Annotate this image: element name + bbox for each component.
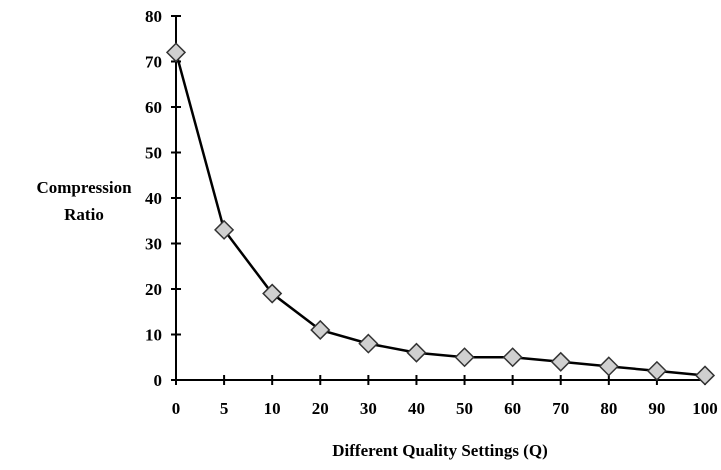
data-point-marker xyxy=(165,42,187,63)
y-tick-label: 0 xyxy=(154,371,163,390)
y-axis-title-line-1: Compression xyxy=(36,178,132,197)
data-point-marker xyxy=(646,360,667,381)
y-axis-title-line-2: Ratio xyxy=(64,205,104,224)
data-point-marker xyxy=(262,283,283,304)
x-tick-label: 90 xyxy=(648,399,665,418)
x-tick-label: 20 xyxy=(312,399,329,418)
data-point-marker xyxy=(598,356,619,377)
data-point-marker xyxy=(502,347,523,368)
data-point-marker xyxy=(310,319,331,341)
y-tick-label: 70 xyxy=(145,53,162,72)
x-tick-label: 40 xyxy=(408,399,425,418)
y-tick-label: 50 xyxy=(145,144,162,163)
data-point-marker xyxy=(406,342,427,363)
series-line xyxy=(174,52,706,377)
y-tick-label: 10 xyxy=(145,326,162,345)
data-point-marker xyxy=(454,347,475,368)
x-tick-label: 100 xyxy=(692,399,718,418)
x-tick-label: 10 xyxy=(264,399,281,418)
x-tick-label: 80 xyxy=(600,399,617,418)
data-point-marker xyxy=(694,365,716,386)
y-tick-label: 40 xyxy=(145,189,162,208)
y-tick-label: 60 xyxy=(145,98,162,117)
y-tick-label: 20 xyxy=(145,280,162,299)
x-tick-label: 5 xyxy=(220,399,229,418)
x-tick-label: 70 xyxy=(552,399,569,418)
x-tick-label: 60 xyxy=(504,399,521,418)
y-tick-label: 30 xyxy=(145,235,162,254)
data-point-marker xyxy=(358,333,379,354)
x-tick-label: 30 xyxy=(360,399,377,418)
data-point-marker xyxy=(214,219,235,240)
y-tick-label: 80 xyxy=(145,7,162,26)
x-axis-title: Different Quality Settings (Q) xyxy=(332,441,547,460)
x-axis-ticks: 0 5 10 20 30 40 50 60 70 80 90 100 xyxy=(172,375,718,418)
series-group xyxy=(165,42,716,386)
x-tick-label: 0 xyxy=(172,399,181,418)
data-point-marker xyxy=(550,351,571,372)
x-tick-label: 50 xyxy=(456,399,473,418)
